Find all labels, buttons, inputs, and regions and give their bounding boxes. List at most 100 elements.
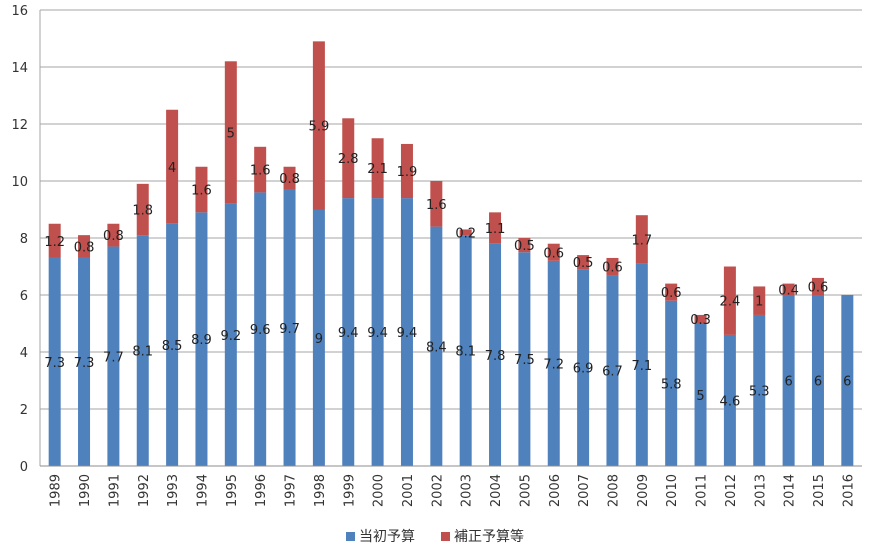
- data-label-supplementary-budget: 0.8: [103, 229, 124, 244]
- bar-supplementary-budget: [489, 212, 502, 244]
- bar-supplementary-budget: [459, 229, 472, 236]
- bar-supplementary-budget: [635, 215, 648, 264]
- bar-supplementary-budget: [195, 166, 208, 213]
- bars: [48, 41, 854, 467]
- data-label-supplementary-budget: 1.6: [426, 198, 447, 213]
- bar-initial-budget: [254, 192, 267, 466]
- data-label-supplementary-budget: 1.1: [485, 222, 506, 237]
- data-label-supplementary-budget: 1: [755, 295, 763, 310]
- data-label-initial-budget: 7.8: [485, 349, 506, 364]
- bar-initial-budget: [723, 334, 736, 466]
- x-tick-label: 2001: [401, 474, 416, 507]
- data-label-supplementary-budget: 0.6: [602, 261, 623, 276]
- bar-initial-budget: [811, 295, 824, 466]
- bar-initial-budget: [195, 212, 208, 466]
- data-label-initial-budget: 6: [814, 375, 822, 390]
- data-label-initial-budget: 9: [315, 332, 323, 347]
- bar-initial-budget: [283, 189, 296, 467]
- data-label-supplementary-budget: 2.8: [338, 152, 359, 167]
- legend-item-initial-budget: 当初予算: [346, 526, 415, 546]
- x-tick-label: 2009: [636, 474, 651, 507]
- data-label-supplementary-budget: 0.3: [690, 313, 711, 328]
- bar-initial-budget: [107, 246, 120, 466]
- bar-supplementary-budget: [371, 138, 384, 199]
- x-tick-label: 1991: [107, 474, 122, 507]
- bar-initial-budget: [166, 223, 179, 466]
- data-label-initial-budget: 8.4: [426, 340, 447, 355]
- data-label-initial-budget: 9.2: [220, 329, 241, 344]
- data-label-supplementary-budget: 0.4: [778, 283, 799, 298]
- legend-item-supplementary-budget: 補正予算等: [441, 526, 524, 546]
- data-label-initial-budget: 9.7: [279, 322, 300, 337]
- data-label-initial-budget: 7.7: [103, 350, 124, 365]
- legend-label-initial-budget: 当初予算: [359, 529, 415, 545]
- x-tick-label: 2005: [518, 474, 533, 507]
- bar-initial-budget: [48, 257, 61, 466]
- data-label-supplementary-budget: 1.6: [191, 184, 212, 199]
- bar-initial-budget: [782, 295, 795, 466]
- legend: 当初予算 補正予算等: [0, 526, 870, 546]
- bar-supplementary-budget: [723, 266, 736, 335]
- y-tick-label: 16: [11, 4, 28, 19]
- data-label-supplementary-budget: 1.2: [44, 235, 65, 250]
- data-label-initial-budget: 9.4: [367, 326, 388, 341]
- x-tick-label: 2011: [695, 474, 710, 507]
- bar-supplementary-budget: [224, 61, 237, 204]
- bar-supplementary-budget: [753, 286, 766, 315]
- y-tick-label: 10: [11, 175, 28, 190]
- bar-initial-budget: [459, 235, 472, 466]
- data-label-supplementary-budget: 1.9: [397, 165, 418, 180]
- bar-supplementary-budget: [78, 235, 91, 258]
- x-tick-label: 2010: [665, 474, 680, 507]
- bar-initial-budget: [606, 275, 619, 466]
- data-label-supplementary-budget: 0.6: [808, 280, 829, 295]
- y-tick-label: 2: [20, 403, 28, 418]
- data-label-supplementary-budget: 0.8: [74, 241, 95, 256]
- bar-supplementary-budget: [606, 257, 619, 276]
- data-label-supplementary-budget: 0.6: [543, 246, 564, 261]
- x-tick-label: 2004: [489, 474, 504, 507]
- data-label-initial-budget: 8.5: [162, 339, 183, 354]
- data-label-supplementary-budget: 1.8: [132, 204, 153, 219]
- x-tick-label: 2014: [783, 474, 798, 507]
- data-label-initial-budget: 7.3: [74, 356, 95, 371]
- bar-initial-budget: [841, 295, 854, 466]
- bar-initial-budget: [665, 300, 678, 466]
- data-label-initial-budget: 7.2: [543, 357, 564, 372]
- data-label-supplementary-budget: 0.8: [279, 172, 300, 187]
- data-label-initial-budget: 8.1: [455, 345, 476, 360]
- bar-initial-budget: [547, 260, 560, 466]
- x-tick-label: 1992: [137, 474, 152, 507]
- x-tick-label: 2015: [812, 474, 827, 507]
- bar-initial-budget: [694, 323, 707, 466]
- data-label-supplementary-budget: 4: [168, 161, 176, 176]
- data-label-initial-budget: 5.3: [749, 384, 770, 399]
- data-label-supplementary-budget: 5: [227, 127, 235, 142]
- x-tick-label: 1996: [254, 474, 269, 507]
- bar-initial-budget: [753, 314, 766, 466]
- x-tick-label: 2016: [841, 474, 856, 507]
- data-label-initial-budget: 9.6: [250, 323, 271, 338]
- y-tick-label: 14: [11, 61, 28, 76]
- bar-initial-budget: [430, 226, 443, 466]
- bar-supplementary-budget: [694, 314, 707, 324]
- bar-initial-budget: [400, 198, 413, 466]
- data-label-supplementary-budget: 1.6: [250, 164, 271, 179]
- bar-supplementary-budget: [312, 41, 325, 210]
- data-label-supplementary-budget: 2.1: [367, 162, 388, 177]
- bar-initial-budget: [342, 198, 355, 466]
- data-label-initial-budget: 5: [696, 389, 704, 404]
- bar-supplementary-budget: [107, 223, 120, 247]
- y-tick-label: 0: [20, 460, 28, 475]
- x-tick-label: 2012: [724, 474, 739, 507]
- x-tick-label: 1999: [342, 474, 357, 507]
- data-label-supplementary-budget: 5.9: [309, 119, 330, 134]
- x-tick-label: 2008: [606, 474, 621, 507]
- data-label-initial-budget: 5.8: [661, 377, 682, 392]
- legend-swatch-supplementary-budget: [441, 531, 450, 541]
- data-label-initial-budget: 7.1: [631, 359, 652, 374]
- bar-initial-budget: [312, 209, 325, 466]
- x-axis: 1989 1990 1991 1992 1993 1994 1995 1996 1997 1998…: [49, 474, 857, 507]
- x-tick-label: 2000: [372, 474, 387, 507]
